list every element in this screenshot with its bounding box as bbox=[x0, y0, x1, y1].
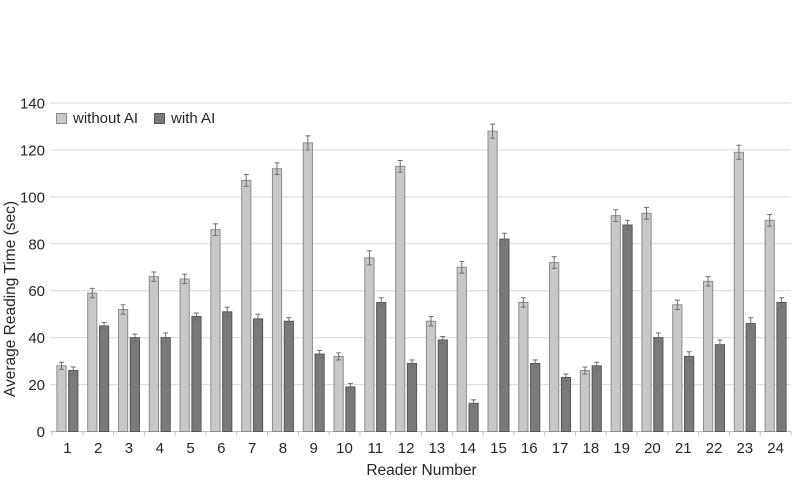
bar-without-ai-reader-17 bbox=[549, 262, 560, 432]
bar-without-ai-reader-14 bbox=[456, 266, 467, 432]
bar-with-ai-reader-7 bbox=[252, 318, 264, 432]
bar-without-ai-reader-2 bbox=[87, 292, 98, 432]
y-axis-title: Average Reading Time (sec) bbox=[2, 200, 19, 398]
bar-with-ai-reader-12 bbox=[406, 362, 418, 433]
bar-without-ai-reader-21 bbox=[672, 304, 683, 432]
x-tick-label: 16 bbox=[521, 440, 538, 457]
y-tick-label: 140 bbox=[20, 96, 45, 113]
x-tick-label: 21 bbox=[675, 440, 692, 457]
x-tick-label: 19 bbox=[613, 440, 630, 457]
legend: without AI with AI bbox=[56, 110, 215, 127]
bar-with-ai-reader-9 bbox=[314, 353, 325, 433]
bar-without-ai-reader-11 bbox=[364, 257, 375, 432]
bar-without-ai-reader-7 bbox=[241, 179, 252, 432]
x-tick-label: 24 bbox=[767, 440, 784, 457]
bar-with-ai-reader-3 bbox=[129, 337, 140, 432]
bar-with-ai-reader-24 bbox=[776, 301, 787, 433]
x-tick-label: 4 bbox=[156, 440, 164, 457]
bar-without-ai-reader-12 bbox=[395, 165, 406, 432]
x-tick-label: 6 bbox=[217, 440, 225, 457]
bar-without-ai-reader-24 bbox=[764, 219, 775, 432]
bar-without-ai-reader-18 bbox=[579, 369, 591, 432]
bar-without-ai-reader-6 bbox=[210, 229, 221, 432]
x-tick-label: 22 bbox=[706, 440, 723, 457]
y-tick-label: 60 bbox=[28, 283, 45, 300]
x-tick-label: 5 bbox=[186, 440, 194, 457]
legend-item-with-ai: with AI bbox=[154, 110, 215, 127]
x-tick-label: 3 bbox=[125, 440, 133, 457]
bar-with-ai-reader-15 bbox=[499, 238, 510, 432]
bar-with-ai-reader-1 bbox=[68, 369, 79, 432]
bar-with-ai-reader-17 bbox=[560, 377, 572, 432]
x-tick-label: 1 bbox=[63, 440, 71, 457]
bar-without-ai-reader-20 bbox=[641, 212, 652, 432]
x-tick-label: 8 bbox=[279, 440, 287, 457]
y-tick-label: 40 bbox=[28, 330, 45, 347]
bar-without-ai-reader-10 bbox=[333, 355, 344, 432]
x-tick-label: 2 bbox=[94, 440, 102, 457]
x-tick-label: 18 bbox=[583, 440, 600, 457]
bar-without-ai-reader-16 bbox=[518, 301, 529, 433]
bar-with-ai-reader-19 bbox=[622, 224, 633, 432]
x-tick-label: 20 bbox=[644, 440, 661, 457]
legend-label-without-ai: without AI bbox=[73, 110, 139, 127]
x-tick-label: 15 bbox=[490, 440, 507, 457]
y-tick-label: 20 bbox=[28, 377, 45, 394]
bar-without-ai-reader-15 bbox=[487, 130, 498, 433]
y-tick-label: 100 bbox=[20, 189, 45, 206]
bar-without-ai-reader-22 bbox=[703, 280, 714, 433]
legend-marker-without-ai-icon bbox=[56, 113, 67, 124]
legend-label-with-ai: with AI bbox=[171, 110, 216, 127]
bar-without-ai-reader-23 bbox=[733, 151, 745, 432]
y-tick-label: 80 bbox=[28, 236, 45, 253]
bar-without-ai-reader-9 bbox=[302, 142, 313, 432]
x-tick-label: 9 bbox=[310, 440, 318, 457]
bar-with-ai-reader-6 bbox=[222, 311, 233, 433]
y-tick-label: 120 bbox=[20, 142, 45, 159]
x-tick-label: 13 bbox=[429, 440, 446, 457]
legend-item-without-ai: without AI bbox=[56, 110, 138, 127]
bar-with-ai-reader-20 bbox=[653, 337, 664, 432]
bar-without-ai-reader-8 bbox=[271, 168, 283, 432]
bar-without-ai-reader-19 bbox=[610, 215, 621, 432]
bar-with-ai-reader-8 bbox=[283, 320, 294, 433]
bar-without-ai-reader-5 bbox=[179, 278, 190, 432]
bar-with-ai-reader-14 bbox=[468, 402, 479, 433]
x-tick-label: 11 bbox=[368, 440, 384, 457]
bar-with-ai-reader-2 bbox=[98, 325, 110, 432]
bar-with-ai-reader-4 bbox=[160, 337, 171, 432]
x-tick-label: 14 bbox=[459, 440, 476, 457]
bar-without-ai-reader-1 bbox=[56, 365, 67, 432]
bar-without-ai-reader-3 bbox=[117, 308, 129, 432]
bar-with-ai-reader-10 bbox=[345, 386, 356, 432]
y-tick-label: 0 bbox=[37, 424, 45, 441]
bar-with-ai-reader-11 bbox=[376, 301, 387, 433]
bar-with-ai-reader-5 bbox=[191, 316, 202, 432]
x-tick-label: 7 bbox=[248, 440, 256, 457]
legend-marker-with-ai-icon bbox=[154, 113, 166, 124]
bar-with-ai-reader-23 bbox=[745, 323, 756, 433]
x-tick-label: 10 bbox=[336, 440, 353, 457]
x-tick-label: 17 bbox=[552, 440, 569, 457]
bar-with-ai-reader-16 bbox=[530, 362, 541, 433]
bar-with-ai-reader-13 bbox=[437, 339, 448, 432]
bar-with-ai-reader-21 bbox=[684, 355, 695, 432]
x-axis-title: Reader Number bbox=[366, 462, 477, 479]
x-tick-label: 23 bbox=[736, 440, 753, 457]
x-tick-label: 12 bbox=[398, 440, 415, 457]
bar-without-ai-reader-13 bbox=[425, 320, 437, 433]
bar-with-ai-reader-18 bbox=[591, 365, 602, 432]
bar-without-ai-reader-4 bbox=[148, 276, 159, 432]
bar-with-ai-reader-22 bbox=[714, 344, 726, 432]
